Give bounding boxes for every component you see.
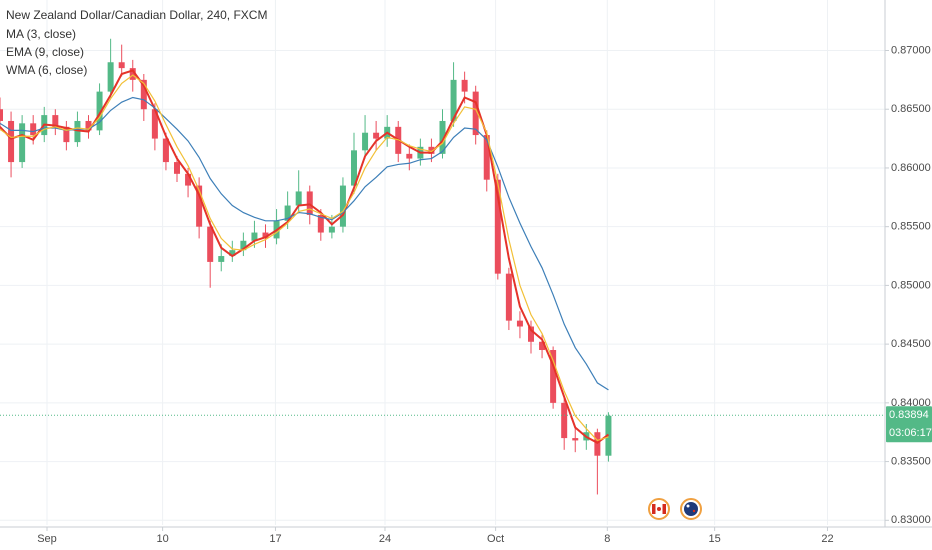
candle-body — [295, 191, 302, 206]
candle-body — [52, 115, 59, 127]
flag-leaf — [657, 507, 661, 511]
event-icon[interactable] — [680, 498, 702, 520]
y-tick-label: 0.85500 — [891, 221, 931, 233]
candle-body — [362, 132, 369, 151]
x-tick-label: 17 — [269, 533, 281, 545]
candle-body — [185, 173, 192, 186]
chart-title: New Zealand Dollar/Canadian Dollar, 240,… — [6, 8, 267, 22]
candle-body — [450, 79, 457, 121]
candle-body — [528, 326, 534, 342]
candle-body — [174, 162, 180, 174]
candle-body — [74, 120, 81, 143]
candle-body — [572, 438, 579, 441]
event-icon[interactable] — [648, 498, 670, 520]
flag-union — [686, 504, 690, 508]
flag-star — [692, 509, 696, 513]
y-tick-label: 0.84000 — [891, 397, 931, 409]
candle-body — [107, 62, 114, 92]
y-tick-label: 0.86500 — [891, 103, 931, 115]
candle-body — [594, 432, 601, 456]
y-tick-label: 0.85000 — [891, 279, 931, 291]
x-tick-label: 8 — [604, 533, 610, 545]
candle-body — [19, 123, 26, 163]
candle-body — [262, 232, 269, 239]
indicator-line — [0, 74, 609, 442]
y-tick-label: 0.83500 — [891, 455, 931, 467]
candle-body — [8, 120, 15, 163]
candle-body — [317, 214, 324, 233]
candle-body — [118, 62, 125, 69]
candle-body — [472, 91, 479, 136]
legend-entry: EMA (9, close) — [6, 45, 84, 59]
x-tick-label: 22 — [821, 533, 833, 545]
candle-body — [328, 226, 335, 233]
flag — [684, 502, 698, 516]
legend-entry: MA (3, close) — [6, 27, 76, 41]
candle-body — [406, 153, 413, 159]
candle-body — [30, 123, 37, 136]
candle-body — [129, 68, 136, 80]
candle-body — [339, 185, 346, 227]
candle-body — [373, 132, 380, 139]
candle-body — [516, 320, 523, 327]
candle-body — [151, 109, 158, 139]
indicator-line — [0, 69, 610, 444]
last-price-box — [886, 406, 932, 443]
candle-body — [251, 232, 258, 241]
x-tick-label: 15 — [709, 533, 721, 545]
candle-body — [85, 120, 92, 131]
candle-body — [240, 240, 247, 251]
legend-entry: WMA (6, close) — [6, 63, 87, 77]
grid — [0, 0, 885, 525]
y-tick-label: 0.86000 — [891, 162, 931, 174]
candle-body — [428, 146, 435, 154]
y-tick-label: 0.87000 — [891, 44, 931, 56]
candle-body — [539, 341, 546, 350]
candle-body — [306, 191, 313, 215]
plot — [0, 38, 612, 495]
candle-body — [550, 350, 557, 403]
candle-body — [63, 126, 70, 143]
candle-body — [561, 402, 568, 439]
candle-body — [505, 273, 512, 321]
indicator-line — [0, 96, 609, 391]
x-tick-label: Sep — [37, 533, 57, 545]
candle-body — [162, 138, 169, 163]
countdown-label: 03:06:17 — [889, 427, 932, 439]
x-tick-label: 24 — [379, 533, 391, 545]
candle-body — [207, 226, 214, 262]
y-tick-label: 0.83000 — [891, 514, 931, 526]
candle-body — [483, 135, 490, 180]
candle-body — [218, 256, 225, 262]
candle-body — [229, 250, 236, 257]
candle-body — [0, 109, 3, 121]
candle-body — [494, 179, 501, 274]
flag-band — [652, 504, 656, 514]
candle-body — [461, 79, 468, 92]
candle-body — [140, 79, 147, 110]
candle-body — [284, 205, 291, 221]
x-tick-label: Oct — [487, 533, 504, 545]
flag-band — [662, 504, 666, 514]
candle-body — [439, 120, 446, 154]
candle-body — [96, 91, 103, 131]
candle-body — [351, 150, 357, 186]
candle-body — [196, 185, 203, 227]
y-tick-label: 0.84500 — [891, 338, 931, 350]
last-price-label: 0.83894 — [889, 409, 929, 421]
x-tick-label: 10 — [156, 533, 168, 545]
